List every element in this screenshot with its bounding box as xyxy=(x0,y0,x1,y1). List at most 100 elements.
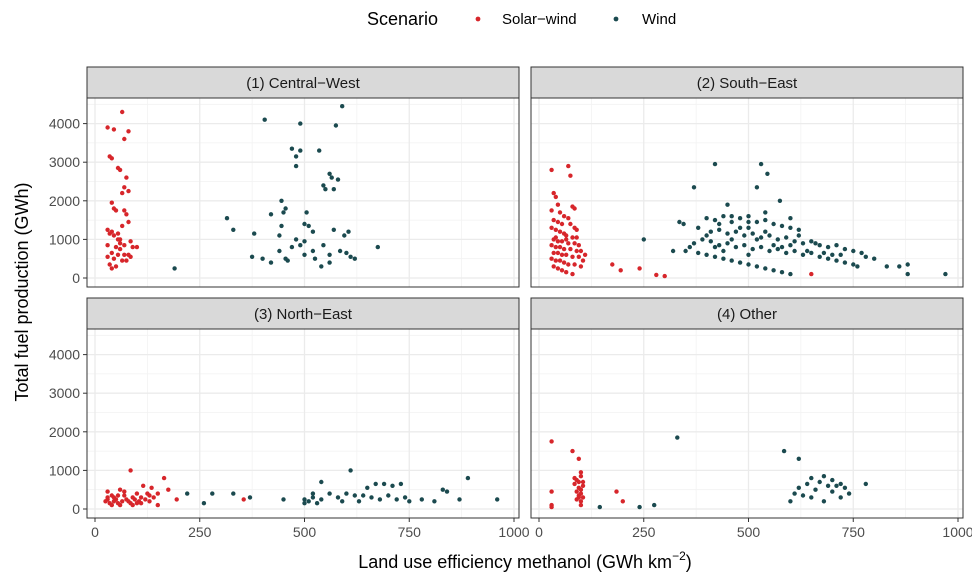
data-point xyxy=(855,264,860,269)
data-point xyxy=(555,219,561,225)
data-point xyxy=(561,260,567,265)
data-point xyxy=(765,171,770,176)
data-point xyxy=(721,256,726,261)
data-point xyxy=(335,495,341,500)
data-point xyxy=(147,499,152,504)
data-point xyxy=(386,493,391,498)
data-point xyxy=(821,474,827,479)
y-axis-title: Total fuel production (GWh) xyxy=(12,182,32,401)
data-point xyxy=(120,223,125,229)
data-point xyxy=(830,477,835,483)
data-point xyxy=(549,439,554,444)
data-point xyxy=(696,250,701,256)
data-point xyxy=(721,214,726,219)
y-tick-label: 1000 xyxy=(49,462,80,478)
data-point xyxy=(781,448,787,454)
data-point xyxy=(419,497,424,502)
data-point xyxy=(614,489,619,494)
data-point xyxy=(310,248,316,254)
panel-border xyxy=(86,97,520,288)
legend-title: Scenario xyxy=(367,9,438,29)
data-point xyxy=(331,227,336,232)
data-point xyxy=(117,241,123,246)
data-point xyxy=(746,262,751,267)
data-point xyxy=(725,202,730,207)
data-point xyxy=(576,243,581,248)
data-point xyxy=(279,223,284,229)
data-point xyxy=(905,262,910,267)
data-point xyxy=(551,190,556,196)
data-point xyxy=(788,499,793,504)
data-point xyxy=(105,243,110,248)
data-point xyxy=(342,233,347,238)
data-point xyxy=(700,237,705,242)
data-point xyxy=(551,264,556,269)
data-point xyxy=(637,504,642,510)
data-point xyxy=(557,229,563,234)
data-point xyxy=(440,487,445,492)
data-point xyxy=(872,256,877,261)
data-point xyxy=(834,483,839,488)
data-point xyxy=(344,491,349,496)
data-point xyxy=(549,208,554,213)
data-point xyxy=(830,252,835,257)
data-point xyxy=(138,495,144,500)
data-point xyxy=(346,229,351,234)
data-point xyxy=(465,475,471,481)
data-point xyxy=(331,187,336,192)
data-point xyxy=(777,198,783,203)
data-point xyxy=(842,246,848,252)
data-point xyxy=(555,266,561,271)
x-axis-title-superscript: −2 xyxy=(672,549,686,563)
data-point xyxy=(356,499,362,504)
data-point xyxy=(495,497,500,502)
data-point xyxy=(365,485,370,490)
data-point xyxy=(109,250,115,256)
data-point xyxy=(302,221,307,227)
legend-label-solar-wind: Solar−wind xyxy=(502,11,577,28)
data-point xyxy=(580,479,586,485)
data-point xyxy=(809,475,814,481)
data-point xyxy=(143,497,148,502)
data-point xyxy=(122,489,127,494)
data-point xyxy=(788,243,793,248)
data-point xyxy=(712,217,718,223)
data-point xyxy=(574,235,579,240)
data-point xyxy=(111,233,117,238)
data-point xyxy=(641,237,646,242)
data-point xyxy=(549,225,554,230)
data-point xyxy=(304,210,309,215)
data-point xyxy=(859,250,864,256)
data-point xyxy=(572,481,577,487)
data-point xyxy=(111,495,117,500)
data-point xyxy=(800,252,806,257)
x-tick-label: 0 xyxy=(91,524,99,540)
data-point xyxy=(348,254,353,259)
data-point xyxy=(564,270,569,275)
panel-background xyxy=(531,329,963,518)
data-point xyxy=(566,241,571,246)
x-tick-label: 500 xyxy=(293,524,317,540)
legend-label-wind: Wind xyxy=(642,11,676,28)
data-point xyxy=(549,489,554,494)
data-point xyxy=(846,491,852,496)
facet-strip xyxy=(86,66,520,99)
data-point xyxy=(340,499,345,504)
data-point xyxy=(231,491,236,496)
data-point xyxy=(809,239,814,244)
data-point xyxy=(551,217,556,223)
facet-panel: (4) Other 0 250 500 750 1000 xyxy=(530,297,972,540)
data-point xyxy=(103,499,108,504)
data-point xyxy=(122,208,127,213)
data-point xyxy=(109,266,115,271)
data-point xyxy=(557,258,563,263)
data-point xyxy=(201,501,207,506)
data-point xyxy=(597,504,602,510)
data-point xyxy=(105,254,110,259)
facet-panel: (1) Central−West 0 1000 2000 3000 4000 xyxy=(49,66,520,288)
data-point xyxy=(105,489,110,494)
data-point xyxy=(788,271,793,277)
data-point xyxy=(572,475,577,481)
data-point xyxy=(578,487,584,492)
data-point xyxy=(884,264,889,269)
